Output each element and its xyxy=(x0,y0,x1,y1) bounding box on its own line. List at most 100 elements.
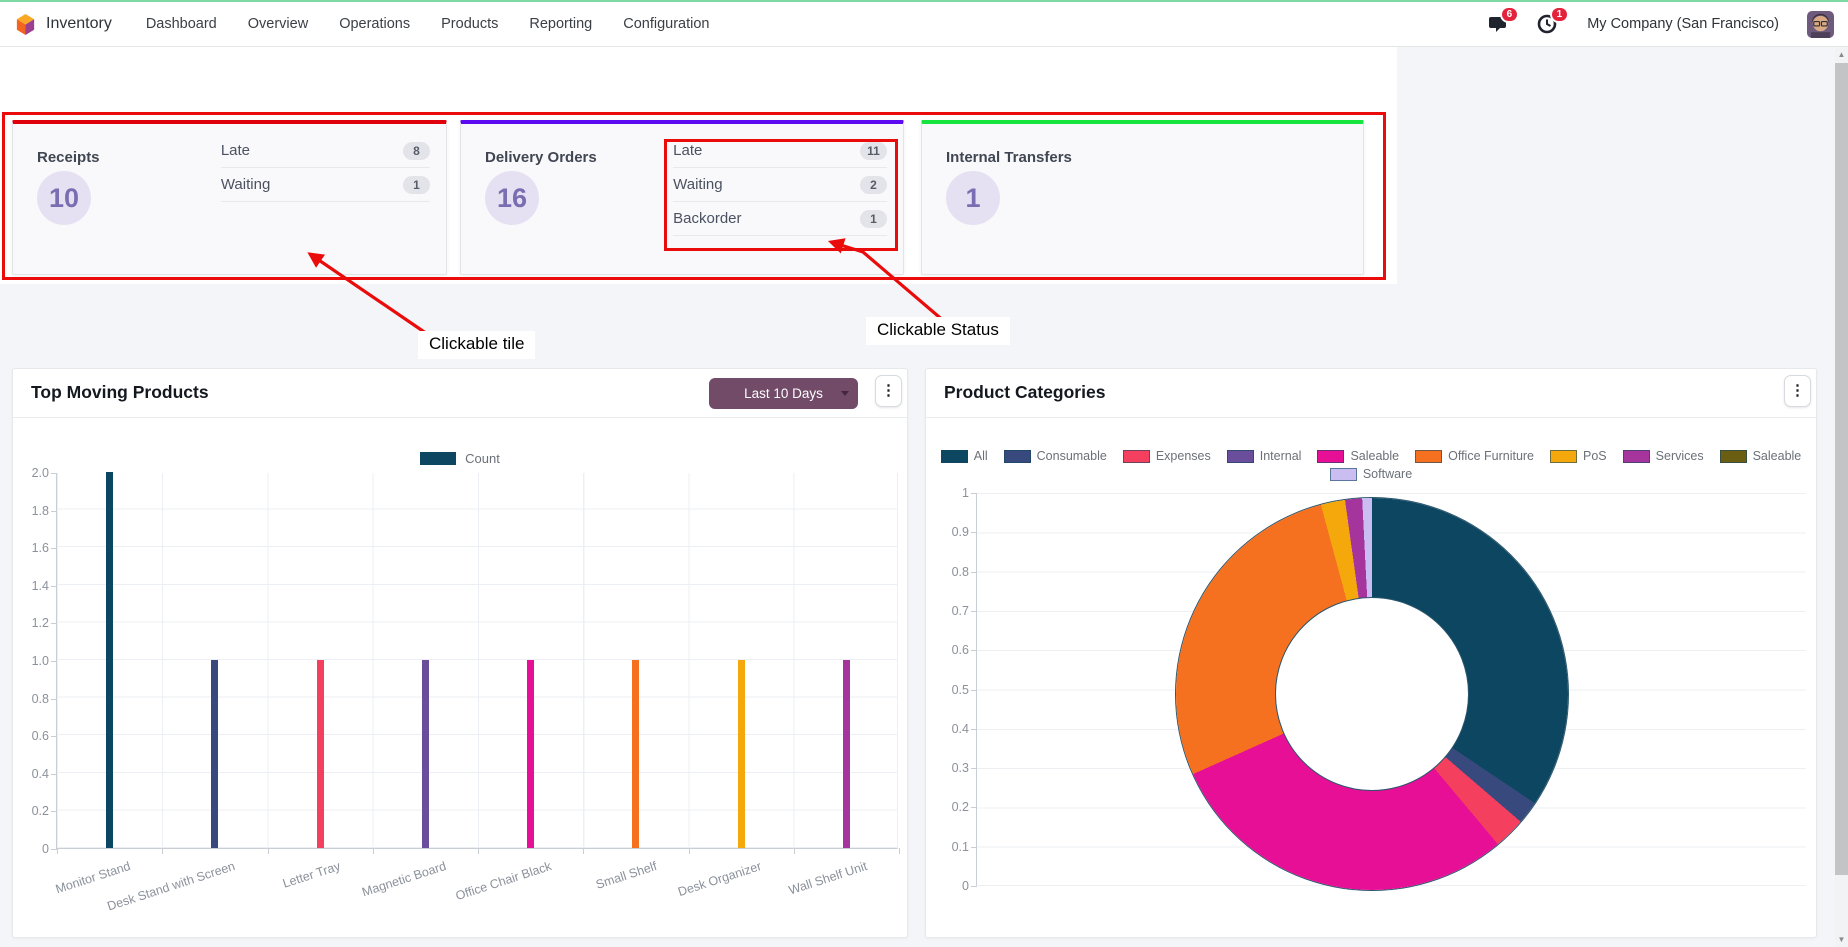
legend-label: Count xyxy=(465,451,500,466)
tile-delivery-orders[interactable]: Delivery Orders 16 Late 11 Waiting 2 Backord… xyxy=(460,120,904,275)
nav-item-operations[interactable]: Operations xyxy=(339,16,411,32)
product-categories-card: Product Categories ⋮ All Consumable Expens… xyxy=(925,368,1817,938)
bar-monitor-stand[interactable] xyxy=(106,472,114,848)
vertical-scrollbar[interactable]: ▲ ▼ xyxy=(1835,47,1848,947)
tile-receipts[interactable]: Receipts 10 Late 8 Waiting 1 xyxy=(12,120,447,275)
bar-office-chair-black[interactable] xyxy=(527,660,535,848)
legend-label: Office Furniture xyxy=(1448,449,1535,463)
x-axis-tick-mark xyxy=(899,848,900,854)
activities-badge: 1 xyxy=(1549,6,1570,23)
scroll-down-icon[interactable]: ▼ xyxy=(1837,935,1846,944)
status-row-waiting[interactable]: Waiting 1 xyxy=(220,168,430,202)
y-axis-tick-label: 0.5 xyxy=(951,682,969,697)
y-axis-tick-mark xyxy=(971,728,977,730)
legend-label: Services xyxy=(1655,449,1704,463)
period-filter-button[interactable]: Last 10 Days xyxy=(709,378,858,409)
status-row-late[interactable]: Late 8 xyxy=(220,134,430,168)
legend-item-expenses[interactable]: Expenses xyxy=(1122,449,1211,463)
legend-item-office-furniture[interactable]: Office Furniture xyxy=(1415,449,1534,463)
bar-small-shelf[interactable] xyxy=(632,660,640,848)
kebab-menu-button[interactable]: ⋮ xyxy=(875,375,902,407)
status-label: Late xyxy=(220,142,251,159)
top-moving-products-card: Top Moving Products Last 10 Days ⋮ Count… xyxy=(12,368,908,938)
y-axis-tick-label: 2.0 xyxy=(31,466,49,480)
legend-item-internal[interactable]: Internal xyxy=(1226,449,1301,463)
messages-icon[interactable]: 6 xyxy=(1487,6,1520,35)
legend-item-pos[interactable]: PoS xyxy=(1550,449,1607,463)
nav-item-overview[interactable]: Overview xyxy=(247,16,309,32)
bar-letter-tray[interactable] xyxy=(316,660,324,848)
card-header: Product Categories ⋮ xyxy=(926,369,1816,418)
bar-desk-stand-with-screen[interactable] xyxy=(211,660,219,848)
tile-title: Receipts xyxy=(37,149,100,166)
y-axis-tick-mark xyxy=(971,650,977,652)
period-filter-label: Last 10 Days xyxy=(744,386,823,401)
x-axis-tick-mark xyxy=(372,848,374,854)
donut-hole xyxy=(1275,597,1469,791)
y-axis-tick-label: 0.1 xyxy=(951,839,969,854)
x-axis-category-label: Wall Shelf Unit xyxy=(786,859,869,898)
y-axis-tick-mark xyxy=(51,585,57,587)
y-axis-tick-label: 0.8 xyxy=(951,564,969,579)
legend-item-services[interactable]: Services xyxy=(1622,449,1704,463)
legend-item-saleable[interactable]: Saleable xyxy=(1719,449,1801,463)
y-axis-tick-label: 1.6 xyxy=(31,541,49,556)
y-axis-tick-label: 1.0 xyxy=(31,654,49,668)
donut-chart[interactable] xyxy=(1176,498,1568,890)
company-switcher[interactable]: My Company (San Francisco) xyxy=(1587,16,1779,32)
x-axis-category-label: Monitor Stand xyxy=(53,859,132,897)
status-row-waiting[interactable]: Waiting 2 xyxy=(673,168,887,202)
legend-item-consumable[interactable]: Consumable xyxy=(1003,449,1107,463)
tile-status-list: Late 8 Waiting 1 xyxy=(220,134,430,202)
y-axis-tick-mark xyxy=(51,698,57,700)
scrollbar-thumb[interactable] xyxy=(1835,63,1848,875)
x-axis-tick-mark xyxy=(57,848,58,854)
legend-swatch xyxy=(1122,449,1150,463)
legend-row: Software xyxy=(1329,467,1412,481)
tile-internal-transfers[interactable]: Internal Transfers 1 xyxy=(921,120,1364,275)
legend-item-software[interactable]: Software xyxy=(1329,467,1412,481)
annotation-clickable-tile: Clickable tile xyxy=(418,331,536,359)
status-badge: 1 xyxy=(860,209,887,228)
legend-row: All Consumable Expenses Internal Saleable Off… xyxy=(940,449,1801,463)
y-axis-tick-label: 0.3 xyxy=(951,761,969,776)
app-name[interactable]: Inventory xyxy=(46,15,112,32)
y-axis-tick-label: 0.6 xyxy=(951,643,969,658)
legend-label: All xyxy=(973,449,988,463)
status-badge: 11 xyxy=(860,141,887,160)
nav-item-reporting[interactable]: Reporting xyxy=(529,16,593,32)
bar-desk-organizer[interactable] xyxy=(737,660,745,848)
nav-item-products[interactable]: Products xyxy=(441,16,499,32)
legend-item-all[interactable]: All xyxy=(940,449,988,463)
tile-title: Internal Transfers xyxy=(946,149,1072,166)
card-header: Top Moving Products Last 10 Days ⋮ xyxy=(13,369,907,418)
y-axis-tick-label: 1.2 xyxy=(31,616,49,631)
activities-icon[interactable]: 1 xyxy=(1537,6,1570,35)
nav-item-configuration[interactable]: Configuration xyxy=(623,16,710,32)
legend-item-saleable[interactable]: Saleable xyxy=(1317,449,1399,463)
tile-count[interactable]: 10 xyxy=(37,171,91,225)
status-badge: 8 xyxy=(403,141,430,160)
kebab-menu-button[interactable]: ⋮ xyxy=(1784,375,1811,407)
caret-down-icon xyxy=(841,391,849,396)
y-axis-tick-mark xyxy=(971,886,977,887)
status-label: Late xyxy=(673,142,703,159)
user-avatar[interactable] xyxy=(1807,10,1834,38)
nav-item-dashboard[interactable]: Dashboard xyxy=(145,16,217,32)
tile-count[interactable]: 1 xyxy=(946,171,1000,225)
bar-magnetic-board[interactable] xyxy=(421,660,429,848)
status-row-late[interactable]: Late 11 xyxy=(673,134,887,168)
bar-wall-shelf-unit[interactable] xyxy=(842,660,850,848)
status-row-backorder[interactable]: Backorder 1 xyxy=(673,202,887,236)
tile-count[interactable]: 16 xyxy=(485,171,539,225)
x-axis-category-label: Desk Organizer xyxy=(676,859,764,900)
y-axis-tick-mark xyxy=(51,473,57,474)
status-label: Backorder xyxy=(673,210,742,227)
bar-chart-legend: Count xyxy=(13,451,907,466)
inventory-app-icon[interactable] xyxy=(14,13,37,36)
card-title: Top Moving Products xyxy=(31,382,209,402)
scroll-up-icon[interactable]: ▲ xyxy=(1837,50,1846,59)
y-axis-tick-mark xyxy=(51,623,57,625)
x-axis-tick-mark xyxy=(583,848,585,854)
